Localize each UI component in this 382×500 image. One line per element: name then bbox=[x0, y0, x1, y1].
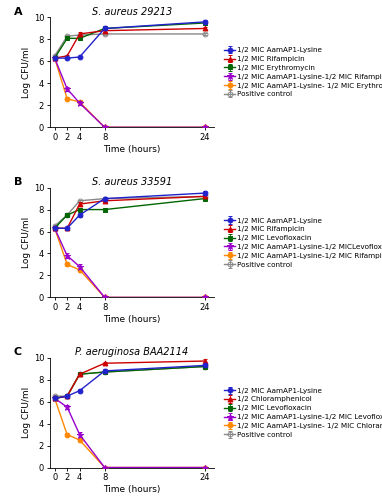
X-axis label: Time (hours): Time (hours) bbox=[103, 314, 160, 324]
Legend: 1/2 MIC AamAP1-Lysine, 1/2 Chloramphenicol, 1/2 MIC Levofloxacin, 1/2 MIC AamAP1: 1/2 MIC AamAP1-Lysine, 1/2 Chloramphenic… bbox=[224, 388, 382, 438]
Text: C: C bbox=[13, 347, 22, 357]
Y-axis label: Log CFU/ml: Log CFU/ml bbox=[22, 387, 31, 438]
Y-axis label: Log CFU/ml: Log CFU/ml bbox=[22, 47, 31, 98]
X-axis label: Time (hours): Time (hours) bbox=[103, 144, 160, 154]
Title: P. aeruginosa BAA2114: P. aeruginosa BAA2114 bbox=[75, 347, 188, 357]
Legend: 1/2 MIC AamAP1-Lysine, 1/2 MIC Rifampicin, 1/2 MIC Levofloxacin, 1/2 MIC AamAP1-: 1/2 MIC AamAP1-Lysine, 1/2 MIC Rifampici… bbox=[224, 218, 382, 268]
Text: A: A bbox=[13, 6, 22, 16]
Legend: 1/2 MIC AamAP1-Lysine, 1/2 MIC Rifampicin, 1/2 MIC Erythromycin, 1/2 MIC AamAP1-: 1/2 MIC AamAP1-Lysine, 1/2 MIC Rifampici… bbox=[224, 48, 382, 98]
Title: S. aureus 33591: S. aureus 33591 bbox=[92, 177, 172, 187]
X-axis label: Time (hours): Time (hours) bbox=[103, 485, 160, 494]
Text: B: B bbox=[13, 176, 22, 186]
Title: S. aureus 29213: S. aureus 29213 bbox=[92, 6, 172, 16]
Y-axis label: Log CFU/ml: Log CFU/ml bbox=[22, 217, 31, 268]
